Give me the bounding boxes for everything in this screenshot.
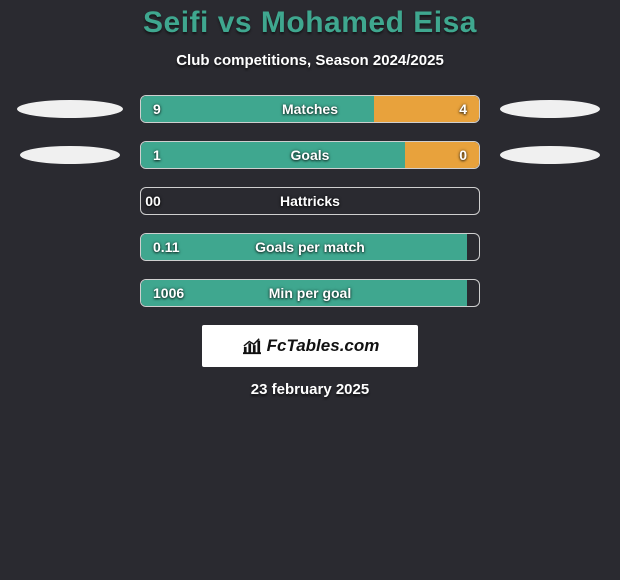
bar-right: 4 xyxy=(374,96,479,122)
stat-row: 00 Hattricks xyxy=(0,187,620,215)
chart-icon xyxy=(241,337,263,355)
bar-right xyxy=(467,280,479,306)
right-side xyxy=(480,100,620,118)
right-value: 4 xyxy=(459,101,467,117)
left-value: 1006 xyxy=(153,285,184,301)
page-title: Seifi vs Mohamed Eisa xyxy=(143,6,477,40)
subtitle: Club competitions, Season 2024/2025 xyxy=(176,52,444,69)
left-side xyxy=(0,146,140,164)
right-ellipse xyxy=(500,146,600,164)
bar-right: 0 xyxy=(153,188,165,214)
bar-label: Matches xyxy=(282,101,338,117)
logo-text: FcTables.com xyxy=(267,336,380,356)
stats-card: Seifi vs Mohamed Eisa Club competitions,… xyxy=(0,0,620,440)
right-value: 0 xyxy=(459,147,467,163)
stat-row: 0.11 Goals per match xyxy=(0,233,620,261)
bar-left: 9 xyxy=(141,96,374,122)
bar-track: 9 4 Matches xyxy=(140,95,480,123)
logo-box[interactable]: FcTables.com xyxy=(202,325,418,367)
left-value: 0.11 xyxy=(153,239,179,255)
stat-row: 1006 Min per goal xyxy=(0,279,620,307)
bar-right xyxy=(467,234,479,260)
date-text: 23 february 2025 xyxy=(251,381,369,398)
bar-label: Hattricks xyxy=(280,193,340,209)
bar-right: 0 xyxy=(405,142,479,168)
right-value: 0 xyxy=(145,193,153,209)
bar-track: 1 0 Goals xyxy=(140,141,480,169)
bar-track: 0.11 Goals per match xyxy=(140,233,480,261)
chart-area: 94Matches10Goals00Hattricks0.11Goals per… xyxy=(0,95,620,307)
right-ellipse xyxy=(500,100,600,118)
stat-row: 1 0 Goals xyxy=(0,141,620,169)
left-value: 1 xyxy=(153,147,161,163)
bar-track: 00 Hattricks xyxy=(140,187,480,215)
left-ellipse xyxy=(17,100,123,118)
bar-label: Min per goal xyxy=(269,285,351,301)
right-side xyxy=(480,146,620,164)
bar-label: Goals xyxy=(291,147,330,163)
bar-left: 1 xyxy=(141,142,405,168)
bar-label: Goals per match xyxy=(255,239,365,255)
left-ellipse xyxy=(20,146,120,164)
left-side xyxy=(0,100,140,118)
stat-row: 9 4 Matches xyxy=(0,95,620,123)
bar-track: 1006 Min per goal xyxy=(140,279,480,307)
left-value: 9 xyxy=(153,101,161,117)
